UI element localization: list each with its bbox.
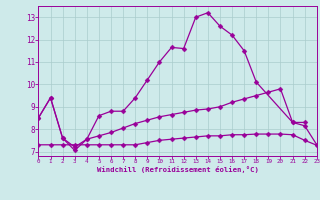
X-axis label: Windchill (Refroidissement éolien,°C): Windchill (Refroidissement éolien,°C) <box>97 166 259 173</box>
